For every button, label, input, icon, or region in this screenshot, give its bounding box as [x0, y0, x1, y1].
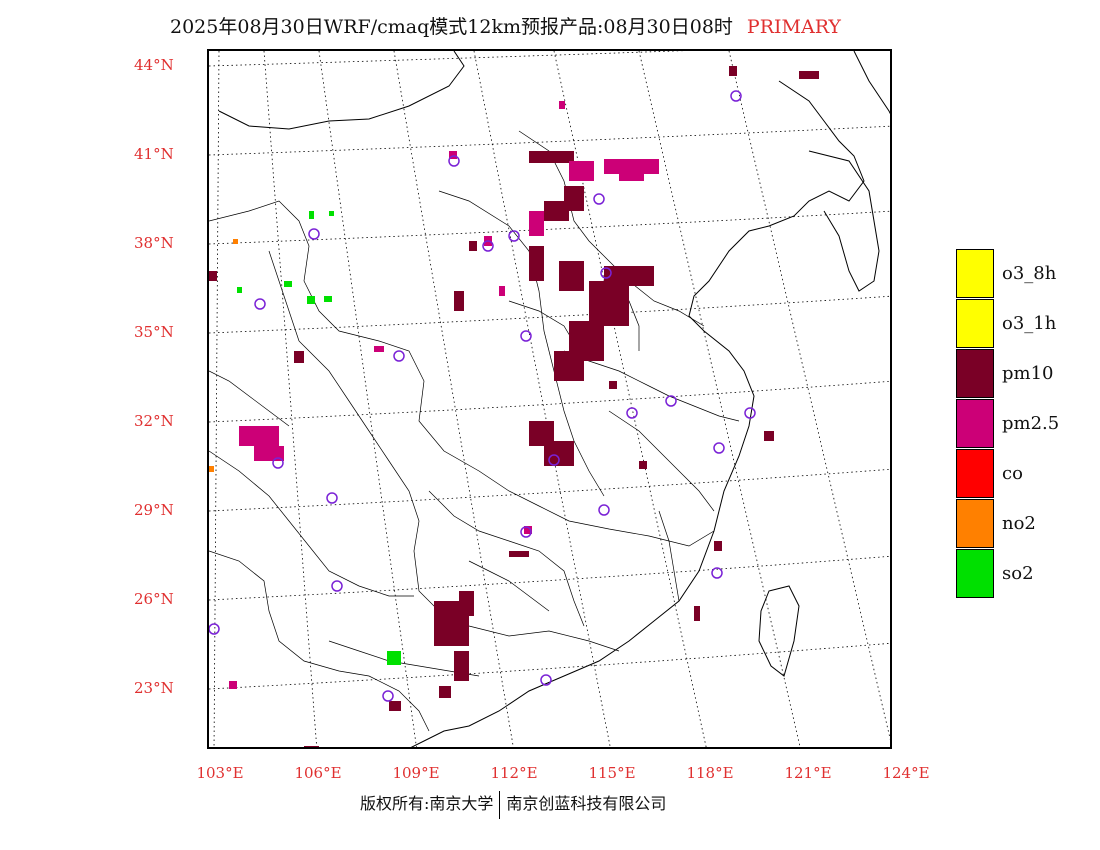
map-title: 2025年08月30日WRF/cmaq模式12km预报产品:08月30日08时 P…: [170, 12, 841, 39]
legend-item-co: co: [956, 449, 1100, 499]
lat-label-38n: 38°N: [134, 234, 174, 252]
legend-swatch-o3-1h: [956, 299, 994, 348]
legend-swatch-co: [956, 449, 994, 498]
legend-label-pm10: pm10: [1002, 363, 1054, 384]
copyright-company: 南京创蓝科技有限公司: [506, 794, 667, 813]
legend: o3_8h o3_1h pm10 pm2.5 co no2 so2: [956, 249, 1100, 599]
title-text: 2025年08月30日WRF/cmaq模式12km预报产品:08月30日08时: [170, 16, 733, 38]
no2-cells: [209, 239, 238, 472]
legend-item-pm25: pm2.5: [956, 399, 1100, 449]
lon-label-109e: 109°E: [392, 764, 440, 782]
lon-label-118e: 118°E: [686, 764, 734, 782]
lat-label-32n: 32°N: [134, 412, 174, 430]
legend-item-so2: so2: [956, 549, 1100, 599]
lat-label-44n: 44°N: [134, 56, 174, 74]
legend-item-pm10: pm10: [956, 349, 1100, 399]
lat-label-41n: 41°N: [134, 145, 174, 163]
so2-cells: [237, 211, 401, 665]
legend-item-o3-1h: o3_1h: [956, 299, 1100, 349]
legend-label-o3-8h: o3_8h: [1002, 263, 1057, 284]
legend-swatch-o3-8h: [956, 249, 994, 298]
pm25-cells: [229, 101, 659, 689]
lat-label-35n: 35°N: [134, 323, 174, 341]
lon-label-106e: 106°E: [294, 764, 342, 782]
lat-label-23n: 23°N: [134, 679, 174, 697]
footer-separator: [499, 790, 501, 819]
lon-label-115e: 115°E: [588, 764, 636, 782]
lon-label-121e: 121°E: [784, 764, 832, 782]
map-canvas: [209, 51, 890, 747]
lat-label-26n: 26°N: [134, 590, 174, 608]
lat-label-29n: 29°N: [134, 501, 174, 519]
legend-swatch-no2: [956, 499, 994, 548]
copyright-owner: 版权所有:南京大学: [360, 794, 494, 813]
lon-label-103e: 103°E: [196, 764, 244, 782]
province-borders: [209, 130, 740, 732]
legend-swatch-pm10: [956, 349, 994, 398]
legend-label-pm25: pm2.5: [1002, 413, 1060, 434]
lon-label-112e: 112°E: [490, 764, 538, 782]
copyright-footer: 版权所有:南京大学 南京创蓝科技有限公司: [360, 790, 666, 819]
legend-item-no2: no2: [956, 499, 1100, 549]
legend-swatch-pm25: [956, 399, 994, 448]
pollutant-cells: [209, 66, 819, 747]
legend-item-o3-8h: o3_8h: [956, 249, 1100, 299]
legend-label-so2: so2: [1002, 563, 1034, 584]
legend-label-no2: no2: [1002, 513, 1036, 534]
lon-label-124e: 124°E: [882, 764, 930, 782]
legend-label-co: co: [1002, 463, 1023, 484]
coastline: [218, 51, 890, 747]
map-area: [207, 49, 892, 749]
legend-label-o3-1h: o3_1h: [1002, 313, 1057, 334]
graticule: [209, 51, 890, 747]
legend-swatch-so2: [956, 549, 994, 598]
station-circle-icon: [209, 90, 756, 702]
title-primary-tag: PRIMARY: [746, 16, 841, 38]
